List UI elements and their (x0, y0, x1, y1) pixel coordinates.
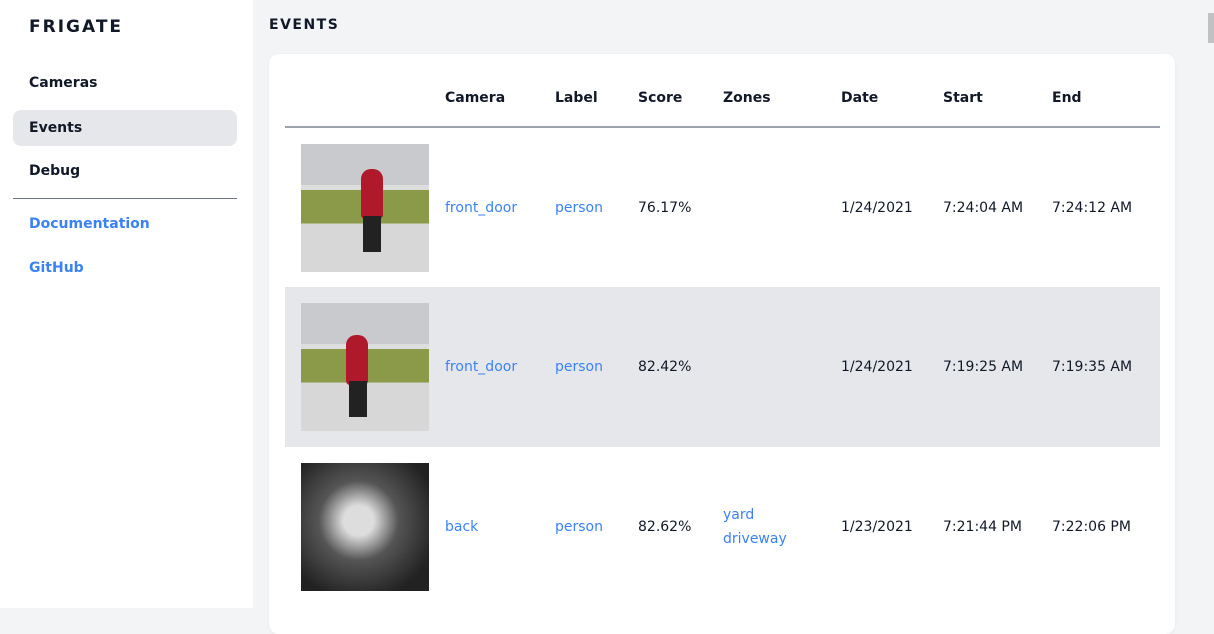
header-thumbnail (285, 70, 445, 128)
sidebar: FRIGATE Cameras Events Debug Documentati… (0, 0, 253, 608)
header-score: Score (638, 70, 723, 128)
events-table: Camera Label Score Zones Date Start End … (285, 70, 1160, 607)
start-time: 7:21:44 PM (943, 519, 1022, 535)
zones: yard driveway (723, 447, 841, 607)
github-link[interactable]: GitHub (29, 260, 84, 276)
header-camera: Camera (445, 70, 555, 128)
sidebar-divider (13, 198, 237, 199)
header-start: Start (943, 70, 1052, 128)
scrollbar[interactable] (1206, 0, 1214, 608)
event-thumbnail[interactable] (301, 463, 429, 591)
end-time: 7:22:06 PM (1052, 519, 1131, 535)
start-time: 7:19:25 AM (943, 287, 1052, 447)
end-time: 7:19:35 AM (1052, 287, 1160, 447)
sidebar-item-debug[interactable]: Debug (29, 163, 81, 179)
table-row[interactable]: front_door person 82.42% 1/24/2021 7:19:… (285, 287, 1160, 447)
label-link[interactable]: person (555, 519, 603, 535)
zone-link[interactable]: yard (723, 507, 755, 523)
date: 1/24/2021 (841, 287, 943, 447)
camera-link[interactable]: front_door (445, 287, 555, 447)
camera-link[interactable]: front_door (445, 199, 518, 216)
header-zones: Zones (723, 70, 841, 128)
event-thumbnail[interactable] (301, 303, 429, 431)
zones (723, 287, 841, 447)
brand-logo: FRIGATE (29, 17, 124, 37)
zones (723, 127, 841, 287)
score: 82.42% (638, 287, 723, 447)
header-label: Label (555, 70, 638, 128)
start-time: 7:24:04 AM (943, 199, 1024, 216)
sidebar-item-events[interactable]: Events (13, 110, 237, 146)
camera-link[interactable]: back (445, 519, 479, 535)
table-row[interactable]: back person 82.62% yard driveway 1/23/202… (285, 447, 1160, 607)
scrollbar-thumb[interactable] (1208, 13, 1214, 43)
date: 1/24/2021 (841, 199, 913, 216)
score: 76.17% (638, 199, 692, 216)
sidebar-item-cameras[interactable]: Cameras (29, 75, 98, 91)
label-link[interactable]: person (555, 287, 638, 447)
score: 82.62% (638, 519, 692, 535)
events-card: Camera Label Score Zones Date Start End … (269, 54, 1175, 634)
label-link[interactable]: person (555, 199, 603, 216)
page-title: EVENTS (269, 17, 340, 33)
table-row[interactable]: front_door person 76.17% 1/24/2021 7:24:… (285, 127, 1160, 287)
event-thumbnail[interactable] (301, 143, 429, 272)
date: 1/23/2021 (841, 519, 913, 535)
zone-link[interactable]: driveway (723, 531, 787, 547)
end-time: 7:24:12 AM (1052, 199, 1133, 216)
documentation-link[interactable]: Documentation (29, 216, 150, 232)
header-end: End (1052, 70, 1160, 128)
header-date: Date (841, 70, 943, 128)
